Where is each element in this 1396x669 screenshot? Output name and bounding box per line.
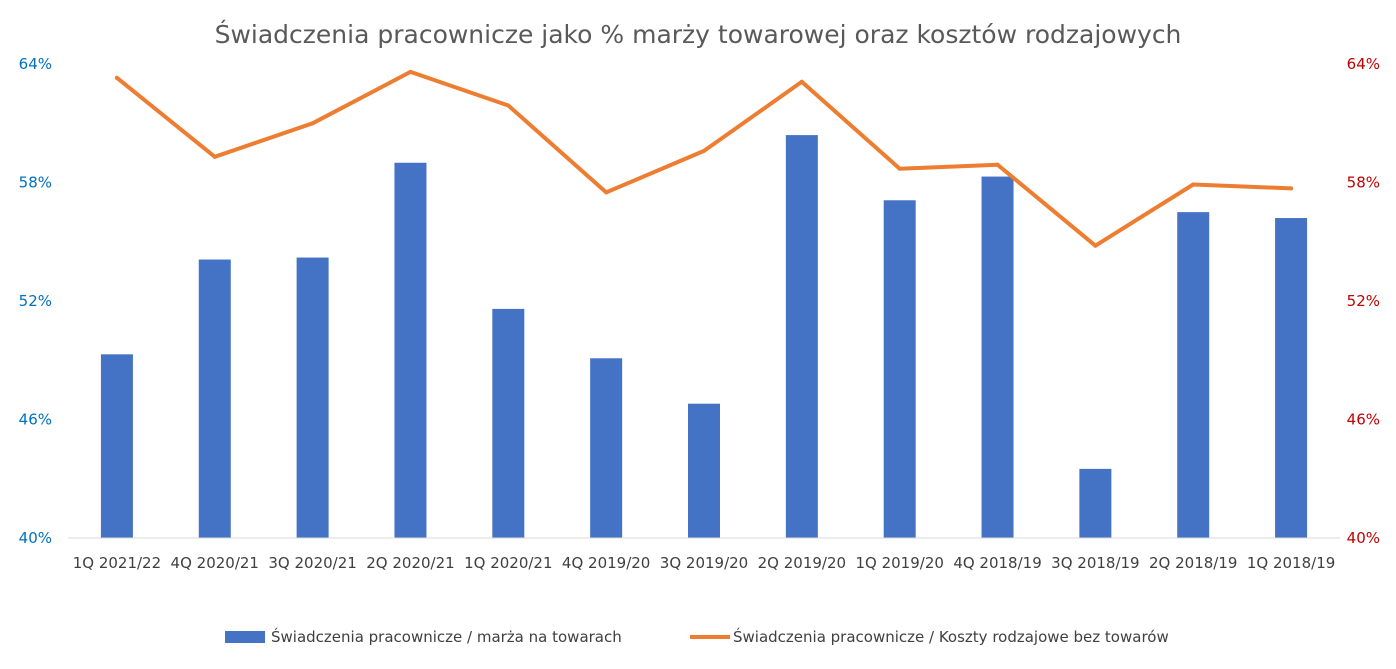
x-axis: 1Q 2021/22 4Q 2020/21 3Q 2020/21 2Q 2020/21… bbox=[73, 554, 1336, 572]
x-tick-label: 4Q 2019/20 bbox=[562, 554, 650, 572]
line-point bbox=[1191, 182, 1196, 187]
x-tick-label: 1Q 2019/20 bbox=[855, 554, 943, 572]
line-point bbox=[604, 190, 609, 195]
legend-swatch-bars bbox=[225, 631, 265, 643]
bar bbox=[296, 257, 329, 538]
bar bbox=[100, 354, 133, 538]
line-point bbox=[506, 103, 511, 108]
bar bbox=[492, 308, 525, 538]
right-y-tick-label: 40% bbox=[1347, 529, 1380, 547]
x-tick-label: 3Q 2019/20 bbox=[660, 554, 748, 572]
bar bbox=[394, 162, 427, 538]
left-y-tick-label: 64% bbox=[19, 55, 52, 73]
line-point bbox=[1289, 186, 1294, 191]
left-y-tick-label: 52% bbox=[19, 292, 52, 310]
line-point bbox=[799, 79, 804, 84]
x-tick-label: 4Q 2020/21 bbox=[171, 554, 259, 572]
bar bbox=[198, 259, 231, 538]
left-y-tick-label: 58% bbox=[19, 174, 52, 192]
bar bbox=[981, 176, 1014, 538]
right-y-tick-label: 52% bbox=[1347, 292, 1380, 310]
bar bbox=[785, 135, 818, 538]
x-tick-label: 1Q 2020/21 bbox=[464, 554, 552, 572]
bar bbox=[883, 200, 916, 538]
x-tick-label: 3Q 2018/19 bbox=[1051, 554, 1139, 572]
left-y-tick-label: 40% bbox=[19, 529, 52, 547]
line-point bbox=[114, 75, 119, 80]
line-point bbox=[995, 162, 1000, 167]
legend-label-line: Świadczenia pracownicze / Koszty rodzajo… bbox=[733, 627, 1169, 646]
left-y-tick-label: 46% bbox=[19, 411, 52, 429]
bar bbox=[1177, 212, 1210, 538]
legend-label-bars: Świadczenia pracownicze / marża na towar… bbox=[271, 627, 622, 646]
x-tick-label: 2Q 2020/21 bbox=[366, 554, 454, 572]
line-point bbox=[310, 121, 315, 126]
chart-title: Świadczenia pracownicze jako % marży tow… bbox=[215, 19, 1182, 49]
right-y-axis: 40% 46% 52% 58% 64% bbox=[1347, 55, 1380, 547]
line-series bbox=[114, 69, 1294, 248]
right-y-tick-label: 58% bbox=[1347, 174, 1380, 192]
right-y-tick-label: 46% bbox=[1347, 411, 1380, 429]
x-tick-label: 2Q 2018/19 bbox=[1149, 554, 1237, 572]
series-line bbox=[114, 69, 1294, 248]
bar bbox=[1079, 468, 1112, 538]
line-point bbox=[212, 154, 217, 159]
line-point bbox=[702, 148, 706, 153]
bar bbox=[590, 358, 623, 538]
bar bbox=[688, 403, 720, 538]
x-tick-label: 3Q 2020/21 bbox=[268, 554, 356, 572]
bar bbox=[1275, 218, 1308, 539]
left-y-axis: 40% 46% 52% 58% 64% bbox=[19, 55, 52, 547]
line-point bbox=[1093, 243, 1098, 248]
x-tick-label: 2Q 2019/20 bbox=[758, 554, 846, 572]
line-point bbox=[408, 69, 413, 74]
bar-series bbox=[100, 135, 1308, 539]
right-y-tick-label: 64% bbox=[1347, 55, 1380, 73]
x-tick-label: 1Q 2018/19 bbox=[1247, 554, 1335, 572]
legend: Świadczenia pracownicze / marża na towar… bbox=[225, 627, 1169, 646]
x-tick-label: 1Q 2021/22 bbox=[73, 554, 161, 572]
x-tick-label: 4Q 2018/19 bbox=[953, 554, 1041, 572]
line-point bbox=[897, 166, 902, 171]
